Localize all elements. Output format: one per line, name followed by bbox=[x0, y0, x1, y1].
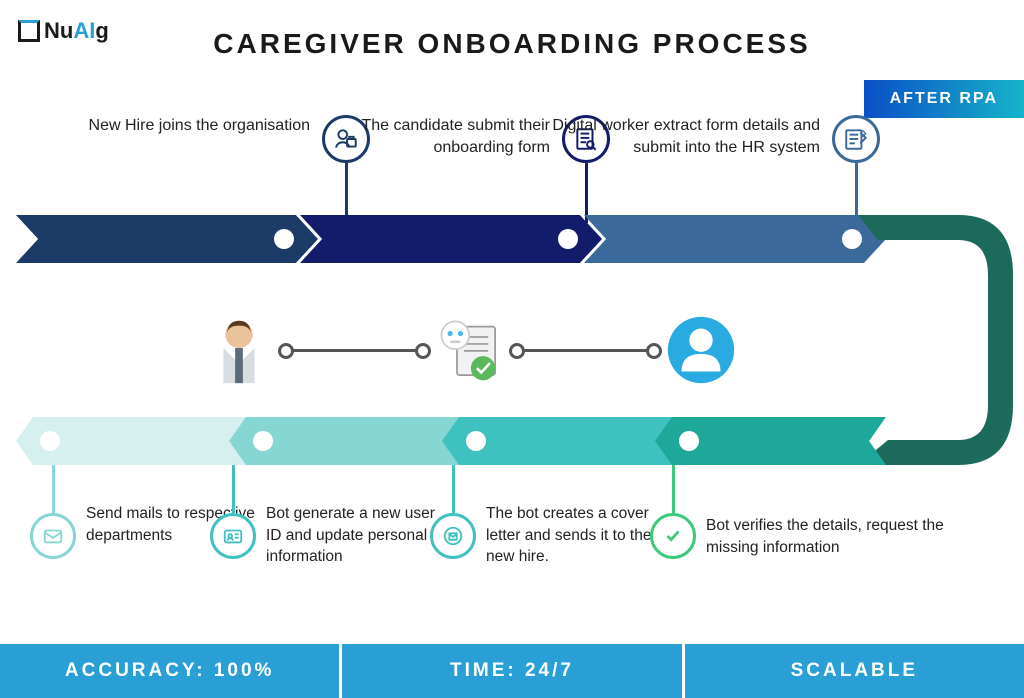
top-step-stem-0 bbox=[345, 163, 348, 223]
bot-document-icon bbox=[431, 311, 509, 389]
bottom-step-3: Bot verifies the details, request the mi… bbox=[650, 475, 960, 558]
person-icon bbox=[200, 311, 278, 389]
bottom-step-icon-2 bbox=[430, 513, 476, 559]
top-step-text-0: New Hire joins the organisation bbox=[89, 115, 310, 137]
bottom-step-text-3: Bot verifies the details, request the mi… bbox=[706, 515, 960, 558]
bottom-step-text-1: Bot generate a new user ID and update pe… bbox=[266, 503, 440, 568]
stats-bar: ACCURACY: 100% TIME: 24/7 SCALABLE bbox=[0, 644, 1024, 698]
user-circle-icon bbox=[662, 311, 740, 389]
top-step-text-1: The candidate submit their onboarding fo… bbox=[300, 115, 550, 160]
bottom-step-stem-0 bbox=[52, 465, 55, 513]
bottom-arrow-2 bbox=[442, 417, 673, 465]
top-step-0: New Hire joins the organisation bbox=[60, 115, 310, 137]
top-step-stem-2 bbox=[855, 163, 858, 223]
stat-accuracy: ACCURACY: 100% bbox=[0, 644, 342, 698]
bottom-step-stem-3 bbox=[672, 465, 675, 513]
top-arrow-2 bbox=[584, 215, 886, 263]
bottom-arrow-1 bbox=[229, 417, 460, 465]
bottom-step-text-2: The bot creates a cover letter and sends… bbox=[486, 503, 660, 568]
after-rpa-badge: AFTER RPA bbox=[864, 80, 1024, 118]
stat-scalable: SCALABLE bbox=[685, 644, 1024, 698]
top-step-icon-2 bbox=[832, 115, 880, 163]
page-title: CAREGIVER ONBOARDING PROCESS bbox=[0, 28, 1024, 60]
top-arrow-1 bbox=[300, 215, 602, 263]
top-step-stem-1 bbox=[585, 163, 588, 223]
bottom-arrow-3 bbox=[655, 417, 886, 465]
bottom-step-1: Bot generate a new user ID and update pe… bbox=[210, 475, 440, 568]
bottom-step-2: The bot creates a cover letter and sends… bbox=[430, 475, 660, 568]
top-step-text-2: Digital worker extract form details and … bbox=[540, 115, 820, 160]
top-step-2: Digital worker extract form details and … bbox=[540, 115, 820, 160]
top-arrow-band bbox=[16, 215, 886, 263]
top-arrow-0 bbox=[16, 215, 318, 263]
bottom-step-stem-2 bbox=[452, 465, 455, 513]
bottom-step-stem-1 bbox=[232, 465, 235, 513]
bottom-step-icon-3 bbox=[650, 513, 696, 559]
bottom-step-icon-1 bbox=[210, 513, 256, 559]
top-step-1: The candidate submit their onboarding fo… bbox=[300, 115, 550, 160]
bottom-arrow-band bbox=[16, 417, 886, 465]
mid-icon-row bbox=[200, 300, 740, 400]
stat-time: TIME: 24/7 bbox=[342, 644, 684, 698]
bottom-step-icon-0 bbox=[30, 513, 76, 559]
bottom-arrow-0 bbox=[16, 417, 247, 465]
